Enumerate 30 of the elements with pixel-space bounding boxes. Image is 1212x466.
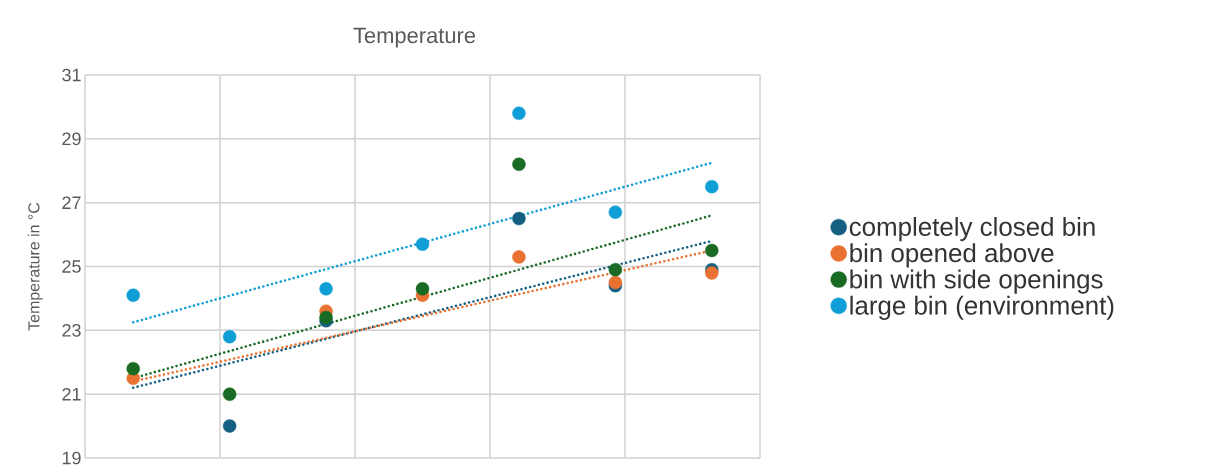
- y-tick-label: 21: [62, 387, 81, 401]
- y-axis-title: Temperature in °C: [27, 202, 43, 331]
- point: [319, 310, 333, 325]
- point: [222, 419, 237, 433]
- y-tick-label: 25: [62, 260, 81, 273]
- legend-label: completely closed bin: [849, 217, 1095, 242]
- chart-title: Temperature: [353, 27, 476, 48]
- point: [319, 282, 333, 296]
- legend-label: large bin (environment): [850, 295, 1114, 320]
- point: [415, 237, 430, 251]
- point: [512, 157, 526, 172]
- point: [512, 211, 526, 226]
- legend-label: bin with side openings: [850, 269, 1103, 294]
- y-tick-label: 19: [62, 451, 81, 465]
- point: [415, 282, 430, 296]
- point: [126, 361, 140, 376]
- point: [512, 250, 526, 264]
- point: [705, 243, 719, 258]
- y-tick-label: 27: [62, 196, 81, 209]
- point: [608, 262, 623, 277]
- y-tick-label: 23: [62, 323, 81, 337]
- point: [126, 288, 140, 302]
- y-tick-label: 29: [62, 132, 81, 146]
- y-tick-label: 31: [62, 68, 81, 82]
- legend-label: bin opened above: [850, 243, 1054, 268]
- point: [222, 330, 237, 344]
- point: [608, 205, 623, 219]
- point: [512, 106, 526, 120]
- point: [705, 180, 719, 194]
- point: [222, 387, 237, 401]
